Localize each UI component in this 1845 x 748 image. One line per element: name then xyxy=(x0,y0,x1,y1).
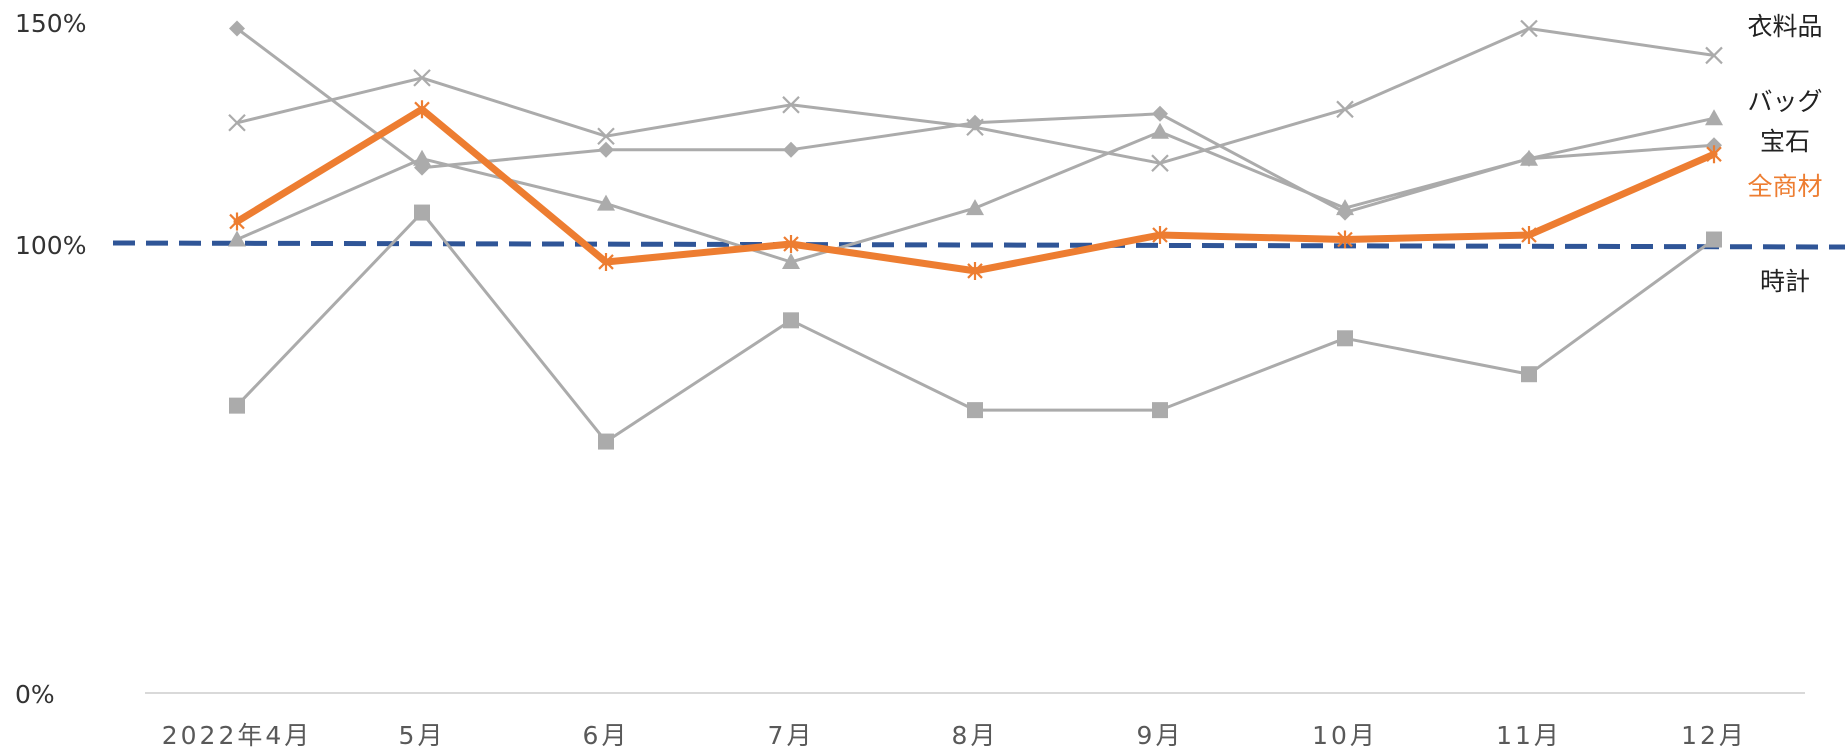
x-tick-label: 11月 xyxy=(1496,721,1562,748)
data-point xyxy=(783,312,799,328)
data-point xyxy=(229,398,245,414)
y-tick-label: 150% xyxy=(15,9,86,38)
reference-line-100 xyxy=(113,243,1845,247)
x-tick-label: 5月 xyxy=(399,721,446,748)
data-point xyxy=(228,231,246,247)
data-point xyxy=(1152,106,1168,122)
data-point xyxy=(1337,101,1353,117)
series-diamond xyxy=(229,20,1722,220)
series-label: 衣料品 xyxy=(1747,12,1822,41)
y-tick-label: 100% xyxy=(15,231,86,260)
data-point xyxy=(967,402,983,418)
y-tick-label: 0% xyxy=(15,680,55,709)
series-x xyxy=(229,20,1722,171)
data-point xyxy=(1151,123,1169,139)
series-label: 全商材 xyxy=(1747,172,1822,201)
x-tick-label: 8月 xyxy=(952,721,999,748)
x-tick-label: 10月 xyxy=(1312,721,1378,748)
x-tick-label: 9月 xyxy=(1137,721,1184,748)
data-point xyxy=(598,142,614,158)
data-point xyxy=(783,142,799,158)
x-tick-label: 2022年4月 xyxy=(162,721,313,748)
data-point xyxy=(1706,232,1722,248)
x-tick-label: 6月 xyxy=(583,721,630,748)
data-point xyxy=(1152,402,1168,418)
data-point xyxy=(1705,109,1723,125)
data-point xyxy=(414,205,430,221)
data-point xyxy=(1521,366,1537,382)
x-tick-label: 7月 xyxy=(768,721,815,748)
series-label: 時計 xyxy=(1760,267,1810,296)
x-tick-label: 12月 xyxy=(1681,721,1747,748)
series-label: 宝石 xyxy=(1760,127,1810,156)
data-point xyxy=(1337,330,1353,346)
data-point xyxy=(598,434,614,450)
series-label: バッグ xyxy=(1747,87,1822,116)
